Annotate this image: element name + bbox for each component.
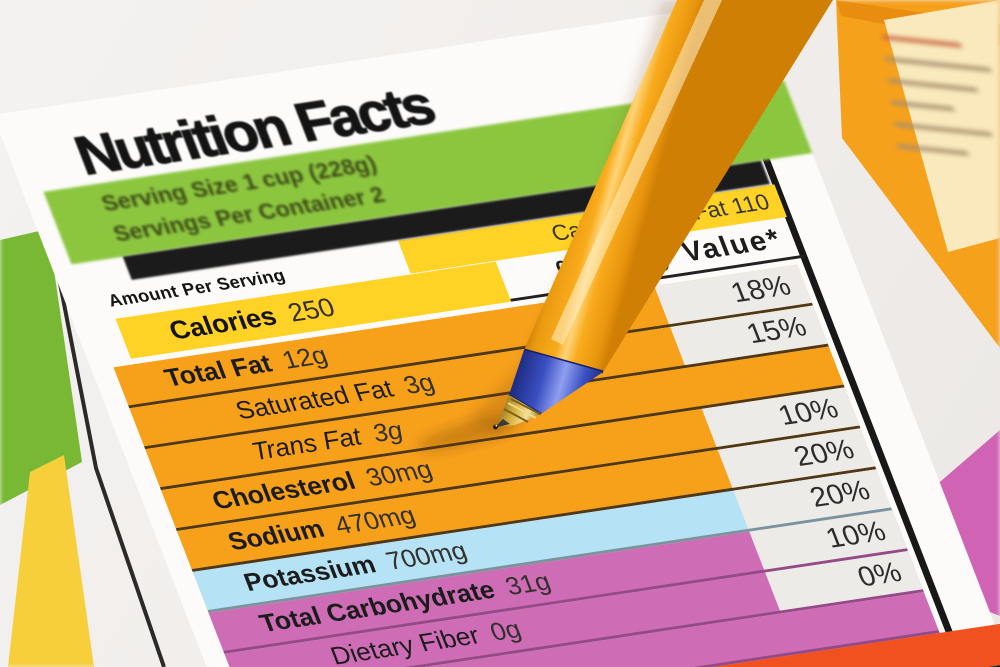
pen-gold-ferrule	[496, 395, 541, 427]
pen-tip	[493, 419, 510, 430]
pen-barrel	[523, 0, 833, 374]
